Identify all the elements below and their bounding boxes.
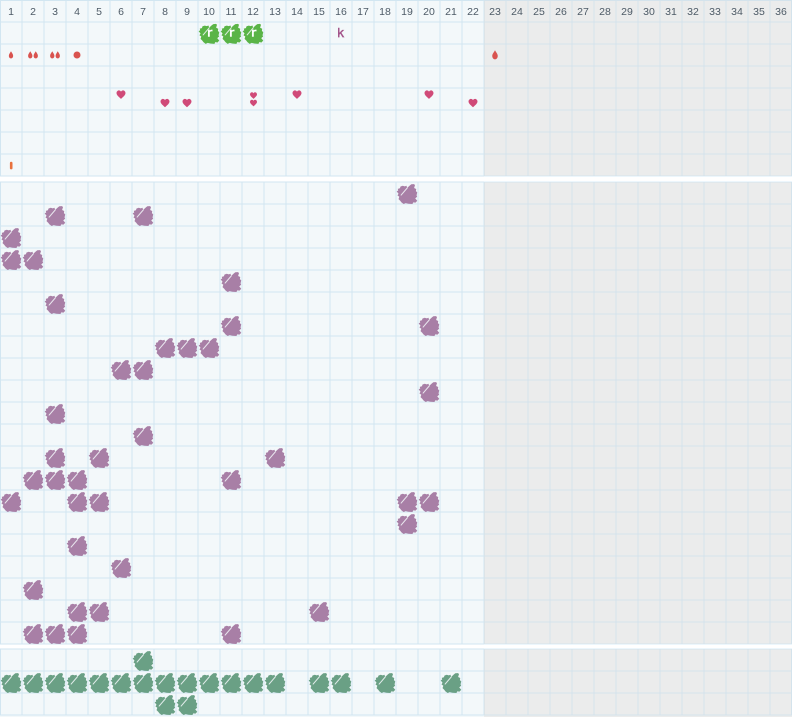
svg-text:6: 6 (118, 6, 124, 18)
svg-text:17: 17 (357, 6, 369, 18)
svg-text:33: 33 (709, 6, 721, 18)
svg-text:34: 34 (731, 6, 743, 18)
svg-text:13: 13 (269, 6, 281, 18)
svg-text:1: 1 (8, 6, 14, 18)
svg-text:9: 9 (184, 6, 190, 18)
svg-text:5: 5 (96, 6, 102, 18)
svg-text:30: 30 (643, 6, 655, 18)
svg-text:4: 4 (74, 6, 80, 18)
svg-text:35: 35 (753, 6, 765, 18)
svg-text:12: 12 (247, 6, 259, 18)
svg-text:22: 22 (467, 6, 479, 18)
svg-text:15: 15 (313, 6, 325, 18)
svg-text:24: 24 (511, 6, 523, 18)
svg-text:7: 7 (140, 6, 146, 18)
svg-text:3: 3 (52, 6, 58, 18)
svg-text:8: 8 (162, 6, 168, 18)
svg-text:23: 23 (489, 6, 501, 18)
svg-text:11: 11 (226, 6, 237, 18)
svg-text:21: 21 (445, 6, 457, 18)
svg-text:29: 29 (621, 6, 633, 18)
svg-text:18: 18 (379, 6, 391, 18)
svg-text:10: 10 (203, 6, 215, 18)
svg-text:36: 36 (775, 6, 787, 18)
svg-text:32: 32 (687, 6, 699, 18)
svg-text:14: 14 (291, 6, 303, 18)
svg-text:31: 31 (665, 6, 677, 18)
svg-text:2: 2 (30, 6, 36, 18)
svg-text:20: 20 (423, 6, 435, 18)
svg-text:26: 26 (555, 6, 567, 18)
svg-text:25: 25 (533, 6, 545, 18)
svg-text:27: 27 (577, 6, 589, 18)
svg-text:28: 28 (599, 6, 611, 18)
svg-text:19: 19 (401, 6, 413, 18)
svg-text:16: 16 (335, 6, 347, 18)
